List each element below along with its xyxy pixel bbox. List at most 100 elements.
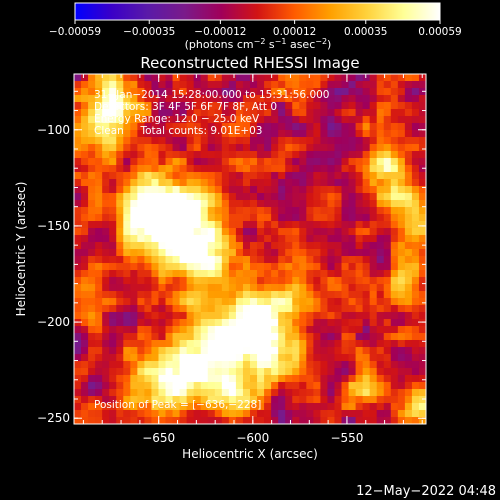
heatmap-cell xyxy=(397,200,406,208)
heatmap-cell xyxy=(397,74,406,82)
heatmap-cell xyxy=(109,291,117,299)
heatmap-cell xyxy=(137,347,145,355)
heatmap-cell xyxy=(257,396,265,404)
heatmap-cell xyxy=(172,403,181,411)
heatmap-cell xyxy=(418,74,426,82)
heatmap-cell xyxy=(207,298,216,306)
heatmap-cell xyxy=(130,368,138,376)
heatmap-cell xyxy=(242,88,251,96)
heatmap-cell xyxy=(221,221,230,229)
heatmap-cell xyxy=(242,270,251,278)
heatmap-cell xyxy=(264,403,272,411)
heatmap-cell xyxy=(137,165,145,173)
heatmap-cell xyxy=(397,340,406,348)
heatmap-cell xyxy=(228,95,237,103)
heatmap-cell xyxy=(207,123,216,131)
heatmap-cell xyxy=(362,74,371,82)
heatmap-cell xyxy=(151,277,160,285)
heatmap-cell xyxy=(278,375,286,383)
heatmap-cell xyxy=(95,305,103,313)
heatmap-cell xyxy=(193,347,202,355)
heatmap-cell xyxy=(390,123,399,131)
heatmap-cell xyxy=(221,130,230,138)
heatmap-cell xyxy=(214,81,223,89)
heatmap-cell xyxy=(292,221,300,229)
heatmap-cell xyxy=(292,382,300,390)
heatmap-cell xyxy=(200,207,209,215)
heatmap-cell xyxy=(207,95,216,103)
heatmap-cell xyxy=(137,291,145,299)
heatmap-cell xyxy=(271,95,279,103)
heatmap-cell xyxy=(285,333,293,341)
heatmap-cell xyxy=(390,256,399,264)
heatmap-cell xyxy=(74,144,82,152)
heatmap-cell xyxy=(285,228,293,236)
heatmap-cell xyxy=(74,116,82,124)
heatmap-cell xyxy=(179,95,188,103)
heatmap-cell xyxy=(137,242,145,250)
heatmap-cell xyxy=(81,256,89,264)
heatmap-cell xyxy=(278,249,286,257)
heatmap-cell xyxy=(81,270,89,278)
heatmap-cell xyxy=(264,193,272,201)
heatmap-cell xyxy=(123,214,131,222)
heatmap-cell xyxy=(193,382,202,390)
heatmap-cell xyxy=(235,340,244,348)
heatmap-cell xyxy=(404,179,413,187)
heatmap-cell xyxy=(320,158,329,166)
heatmap-cell xyxy=(362,298,371,306)
heatmap-cell xyxy=(278,326,286,334)
heatmap-cell xyxy=(264,116,272,124)
heatmap-cell xyxy=(411,109,420,117)
heatmap-cell xyxy=(242,200,251,208)
heatmap-cell xyxy=(299,158,307,166)
heatmap-cell xyxy=(116,144,124,152)
heatmap-cell xyxy=(257,130,265,138)
heatmap-cell xyxy=(151,382,160,390)
heatmap-cell xyxy=(116,116,124,124)
heatmap-cell xyxy=(348,256,357,264)
heatmap-cell xyxy=(102,123,110,131)
heatmap-cell xyxy=(418,263,426,271)
heatmap-cell xyxy=(348,116,357,124)
heatmap-cell xyxy=(369,256,378,264)
heatmap-cell xyxy=(88,81,96,89)
heatmap-cell xyxy=(81,242,89,250)
heatmap-cell xyxy=(397,221,406,229)
heatmap-cell xyxy=(397,193,406,201)
heatmap-cell xyxy=(299,368,307,376)
heatmap-cell xyxy=(88,417,96,424)
heatmap-cell xyxy=(186,88,195,96)
heatmap-cell xyxy=(200,123,209,131)
heatmap-cell xyxy=(362,417,371,424)
heatmap-cell xyxy=(355,396,364,404)
heatmap-cell xyxy=(390,81,399,89)
heatmap-cell xyxy=(74,305,82,313)
heatmap-cell xyxy=(130,326,138,334)
heatmap-cell xyxy=(383,214,392,222)
heatmap-cell xyxy=(235,179,244,187)
heatmap-cell xyxy=(144,291,153,299)
heatmap-cell xyxy=(383,102,392,110)
heatmap-cell xyxy=(264,207,272,215)
heatmap-cell xyxy=(179,172,188,180)
heatmap-cell xyxy=(179,298,188,306)
heatmap-cell xyxy=(292,368,300,376)
heatmap-cell xyxy=(81,151,89,159)
heatmap-cell xyxy=(299,74,307,82)
heatmap-cell xyxy=(376,382,385,390)
heatmap-cell xyxy=(348,214,357,222)
heatmap-cell xyxy=(313,396,321,404)
heatmap-cell xyxy=(369,270,378,278)
heatmap-cell xyxy=(292,179,300,187)
heatmap-cell xyxy=(172,396,181,404)
heatmap-cell xyxy=(369,368,378,376)
heatmap-cell xyxy=(376,158,385,166)
heatmap-cell xyxy=(285,123,293,131)
heatmap-cell xyxy=(313,242,321,250)
heatmap-cell xyxy=(102,235,110,243)
heatmap-cell xyxy=(235,354,244,362)
heatmap-cell xyxy=(228,305,237,313)
heatmap-cell xyxy=(257,249,265,257)
heatmap-cell xyxy=(313,116,321,124)
